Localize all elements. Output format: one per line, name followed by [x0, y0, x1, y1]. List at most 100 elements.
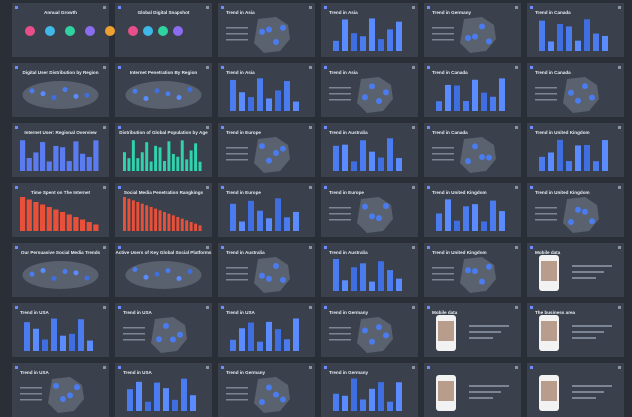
slide-logo [427, 6, 430, 9]
text-line [329, 207, 351, 209]
map-pin [259, 272, 265, 279]
bar [154, 208, 158, 231]
slide-corner [618, 126, 621, 129]
bar [548, 41, 554, 51]
bar [73, 217, 79, 231]
text-line [572, 265, 612, 267]
text-line [329, 339, 351, 341]
slide: Social Media Penetration Rangkings [115, 183, 212, 237]
map-pin [280, 277, 286, 284]
slide-logo [530, 306, 533, 309]
slide-logo [118, 186, 121, 189]
bar [342, 19, 348, 51]
map-pin [383, 332, 389, 339]
slide [424, 363, 521, 417]
map-pin [187, 87, 193, 93]
slide-logo [221, 66, 224, 69]
bar [26, 199, 32, 231]
slide-corner [206, 366, 209, 369]
slide-logo [221, 6, 224, 9]
slide-corner [309, 246, 312, 249]
bar [481, 221, 487, 231]
slide-corner [515, 6, 518, 9]
slide: Trend in Australia [321, 243, 418, 297]
bar [360, 36, 366, 51]
bar [351, 161, 357, 171]
slide-title: Global Digital Snapshot [138, 10, 190, 15]
bar [20, 140, 26, 171]
bar [463, 101, 469, 111]
map-pin [266, 275, 272, 282]
text-line [572, 325, 612, 327]
text-line [432, 153, 454, 155]
map-pin [187, 268, 193, 274]
slide: Trend in United Kingdom [527, 123, 624, 177]
bar [171, 215, 175, 231]
map-pin [465, 267, 471, 274]
slide: Trend in United Kingdom [527, 183, 624, 237]
bar [86, 222, 92, 231]
map-pin [170, 336, 176, 343]
slide-corner [618, 306, 621, 309]
slide-title: The business area [535, 310, 576, 315]
map-pin [376, 98, 382, 105]
bar [154, 145, 158, 171]
slide-logo [530, 186, 533, 189]
text-line [469, 391, 501, 393]
phone-photo [438, 381, 454, 401]
bar [66, 161, 72, 171]
bar [198, 161, 202, 171]
bar [66, 214, 72, 231]
bar [136, 381, 142, 411]
slide-title: Trend in Canada [535, 70, 571, 75]
phone-photo [541, 321, 557, 341]
bar [33, 152, 39, 171]
bar [171, 153, 175, 171]
slide-logo [15, 366, 18, 369]
slide-corner [309, 306, 312, 309]
slide: Our Persuasive Social Media Trends [12, 243, 109, 297]
slide-title: Social Media Penetration Rangkings [124, 190, 204, 195]
slide-logo [221, 186, 224, 189]
slide-logo [324, 306, 327, 309]
slide-corner [618, 366, 621, 369]
text-line [469, 397, 493, 399]
bar [378, 382, 384, 411]
slide-title: Our Persuasive Social Media Trends [21, 250, 101, 255]
bar [293, 101, 299, 111]
map-pin [154, 271, 160, 277]
slide: Trend in Asia [321, 63, 418, 117]
text-line [572, 271, 604, 273]
slide-logo [324, 66, 327, 69]
map-pin [51, 95, 57, 101]
text-line [469, 385, 509, 387]
bar [158, 210, 162, 231]
icon-circle [173, 26, 183, 36]
bar [275, 90, 281, 111]
bar [190, 395, 196, 411]
bar [351, 267, 357, 291]
slide-title: Annual Growth [44, 10, 77, 15]
map-pin [376, 324, 382, 331]
slide-corner [309, 6, 312, 9]
slide-logo [15, 246, 18, 249]
bar [360, 140, 366, 171]
slide-corner [206, 6, 209, 9]
bar [123, 152, 126, 171]
slide: Trend in Germany [321, 303, 418, 357]
map-pin [259, 143, 265, 150]
map-pin [156, 336, 162, 343]
bar [154, 382, 160, 411]
slide-logo [530, 366, 533, 369]
map-pin [165, 268, 171, 274]
text-line [572, 397, 596, 399]
bar [60, 335, 66, 351]
bar [463, 206, 469, 231]
bar [369, 18, 375, 52]
map-pin [273, 391, 279, 398]
bar [136, 158, 140, 171]
bar [127, 198, 131, 231]
bar [293, 211, 299, 231]
bar [46, 207, 52, 231]
bar [593, 33, 599, 51]
